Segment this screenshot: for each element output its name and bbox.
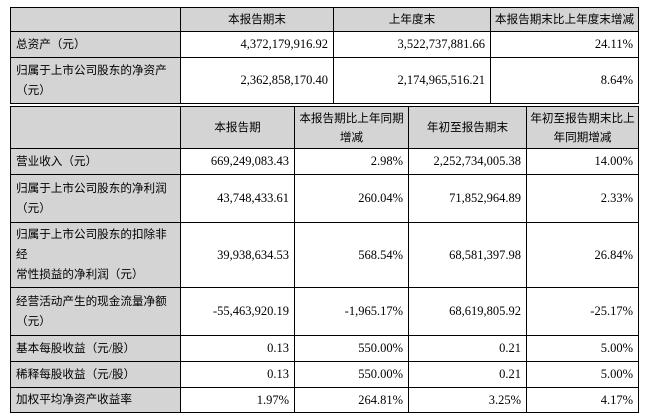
table1-header-row: 本报告期末 上年度末 本报告期末比上年度末增减 xyxy=(10,7,639,32)
cell-value: 0.13 xyxy=(180,335,295,362)
financial-summary-table: 本报告期末 上年度末 本报告期末比上年度末增减 总资产（元） 4,372,179… xyxy=(10,7,639,413)
cell-value: 2.98% xyxy=(294,148,409,175)
cell-value: 5.00% xyxy=(526,335,639,362)
table2-header-year-to-date: 年初至报告期末 xyxy=(408,106,527,149)
balance-sheet-summary-table: 本报告期末 上年度末 本报告期末比上年度末增减 总资产（元） 4,372,179… xyxy=(10,7,639,104)
income-statement-summary-table: 本报告期 本报告期比上年同期 增减 年初至报告期末 年初至报告期末比上 年同期增… xyxy=(10,106,639,413)
cell-value: 14.00% xyxy=(526,148,639,175)
cell-value: 2,174,965,516.21 xyxy=(333,57,491,104)
cell-value: 2.33% xyxy=(526,174,639,223)
table2-header-current-period: 本报告期 xyxy=(180,106,295,149)
cell-value: 3,522,737,881.66 xyxy=(333,31,491,58)
row-label-operating-cash-flow: 经营活动产生的现金流量净额 （元） xyxy=(10,287,181,336)
cell-value: -55,463,920.19 xyxy=(180,287,295,336)
cell-value: -25.17% xyxy=(526,287,639,336)
cell-value: 550.00% xyxy=(294,361,409,388)
cell-value: 43,748,433.61 xyxy=(180,174,295,223)
cell-value: 0.21 xyxy=(408,361,527,388)
table-row: 归属于上市公司股东的净资产 （元） 2,362,858,170.40 2,174… xyxy=(10,57,639,104)
table1-corner-cell xyxy=(10,7,181,32)
table-row: 经营活动产生的现金流量净额 （元） -55,463,920.19 -1,965.… xyxy=(10,287,639,336)
cell-value: 2,362,858,170.40 xyxy=(180,57,334,104)
table2-header-ytd-change: 年初至报告期末比上 年同期增减 xyxy=(526,106,639,149)
cell-value: 2,252,734,005.38 xyxy=(408,148,527,175)
cell-value: 669,249,083.43 xyxy=(180,148,295,175)
table-row: 营业收入（元） 669,249,083.43 2.98% 2,252,734,0… xyxy=(10,148,639,175)
row-label-basic-eps: 基本每股收益（元/股） xyxy=(10,335,181,362)
table2-header-period-change: 本报告期比上年同期 增减 xyxy=(294,106,409,149)
row-label-total-assets: 总资产（元） xyxy=(10,31,181,58)
cell-value: 0.21 xyxy=(408,335,527,362)
table-row: 归属于上市公司股东的净利润 （元） 43,748,433.61 260.04% … xyxy=(10,174,639,223)
cell-value: 5.00% xyxy=(526,361,639,388)
table2-header-row: 本报告期 本报告期比上年同期 增减 年初至报告期末 年初至报告期末比上 年同期增… xyxy=(10,106,639,149)
cell-value: 68,619,805.92 xyxy=(408,287,527,336)
cell-value: 68,581,397.98 xyxy=(408,222,527,288)
table2-corner-cell xyxy=(10,106,181,149)
row-label-net-profit: 归属于上市公司股东的净利润 （元） xyxy=(10,174,181,223)
table1-header-current-period-end: 本报告期末 xyxy=(180,7,334,32)
row-label-operating-revenue: 营业收入（元） xyxy=(10,148,181,175)
cell-value: 26.84% xyxy=(526,222,639,288)
cell-value: 568.54% xyxy=(294,222,409,288)
table-row: 稀释每股收益（元/股） 0.13 550.00% 0.21 5.00% xyxy=(10,361,639,388)
cell-value: 71,852,964.89 xyxy=(408,174,527,223)
table-row: 总资产（元） 4,372,179,916.92 3,522,737,881.66… xyxy=(10,31,639,58)
cell-value: 0.13 xyxy=(180,361,295,388)
cell-value: -1,965.17% xyxy=(294,287,409,336)
table-row: 基本每股收益（元/股） 0.13 550.00% 0.21 5.00% xyxy=(10,335,639,362)
cell-value: 4,372,179,916.92 xyxy=(180,31,334,58)
row-label-net-profit-excl-nonrecurring: 归属于上市公司股东的扣除非经 常性损益的净利润（元） xyxy=(10,222,181,288)
cell-value: 39,938,634.53 xyxy=(180,222,295,288)
table1-header-prior-year-end: 上年度末 xyxy=(333,7,491,32)
table1-header-change: 本报告期末比上年度末增减 xyxy=(490,7,639,32)
cell-value: 260.04% xyxy=(294,174,409,223)
row-label-net-assets: 归属于上市公司股东的净资产 （元） xyxy=(10,57,181,104)
cell-value: 24.11% xyxy=(490,31,639,58)
row-label-diluted-eps: 稀释每股收益（元/股） xyxy=(10,361,181,388)
table-row: 归属于上市公司股东的扣除非经 常性损益的净利润（元） 39,938,634.53… xyxy=(10,222,639,288)
cell-value: 550.00% xyxy=(294,335,409,362)
cell-value: 8.64% xyxy=(490,57,639,104)
